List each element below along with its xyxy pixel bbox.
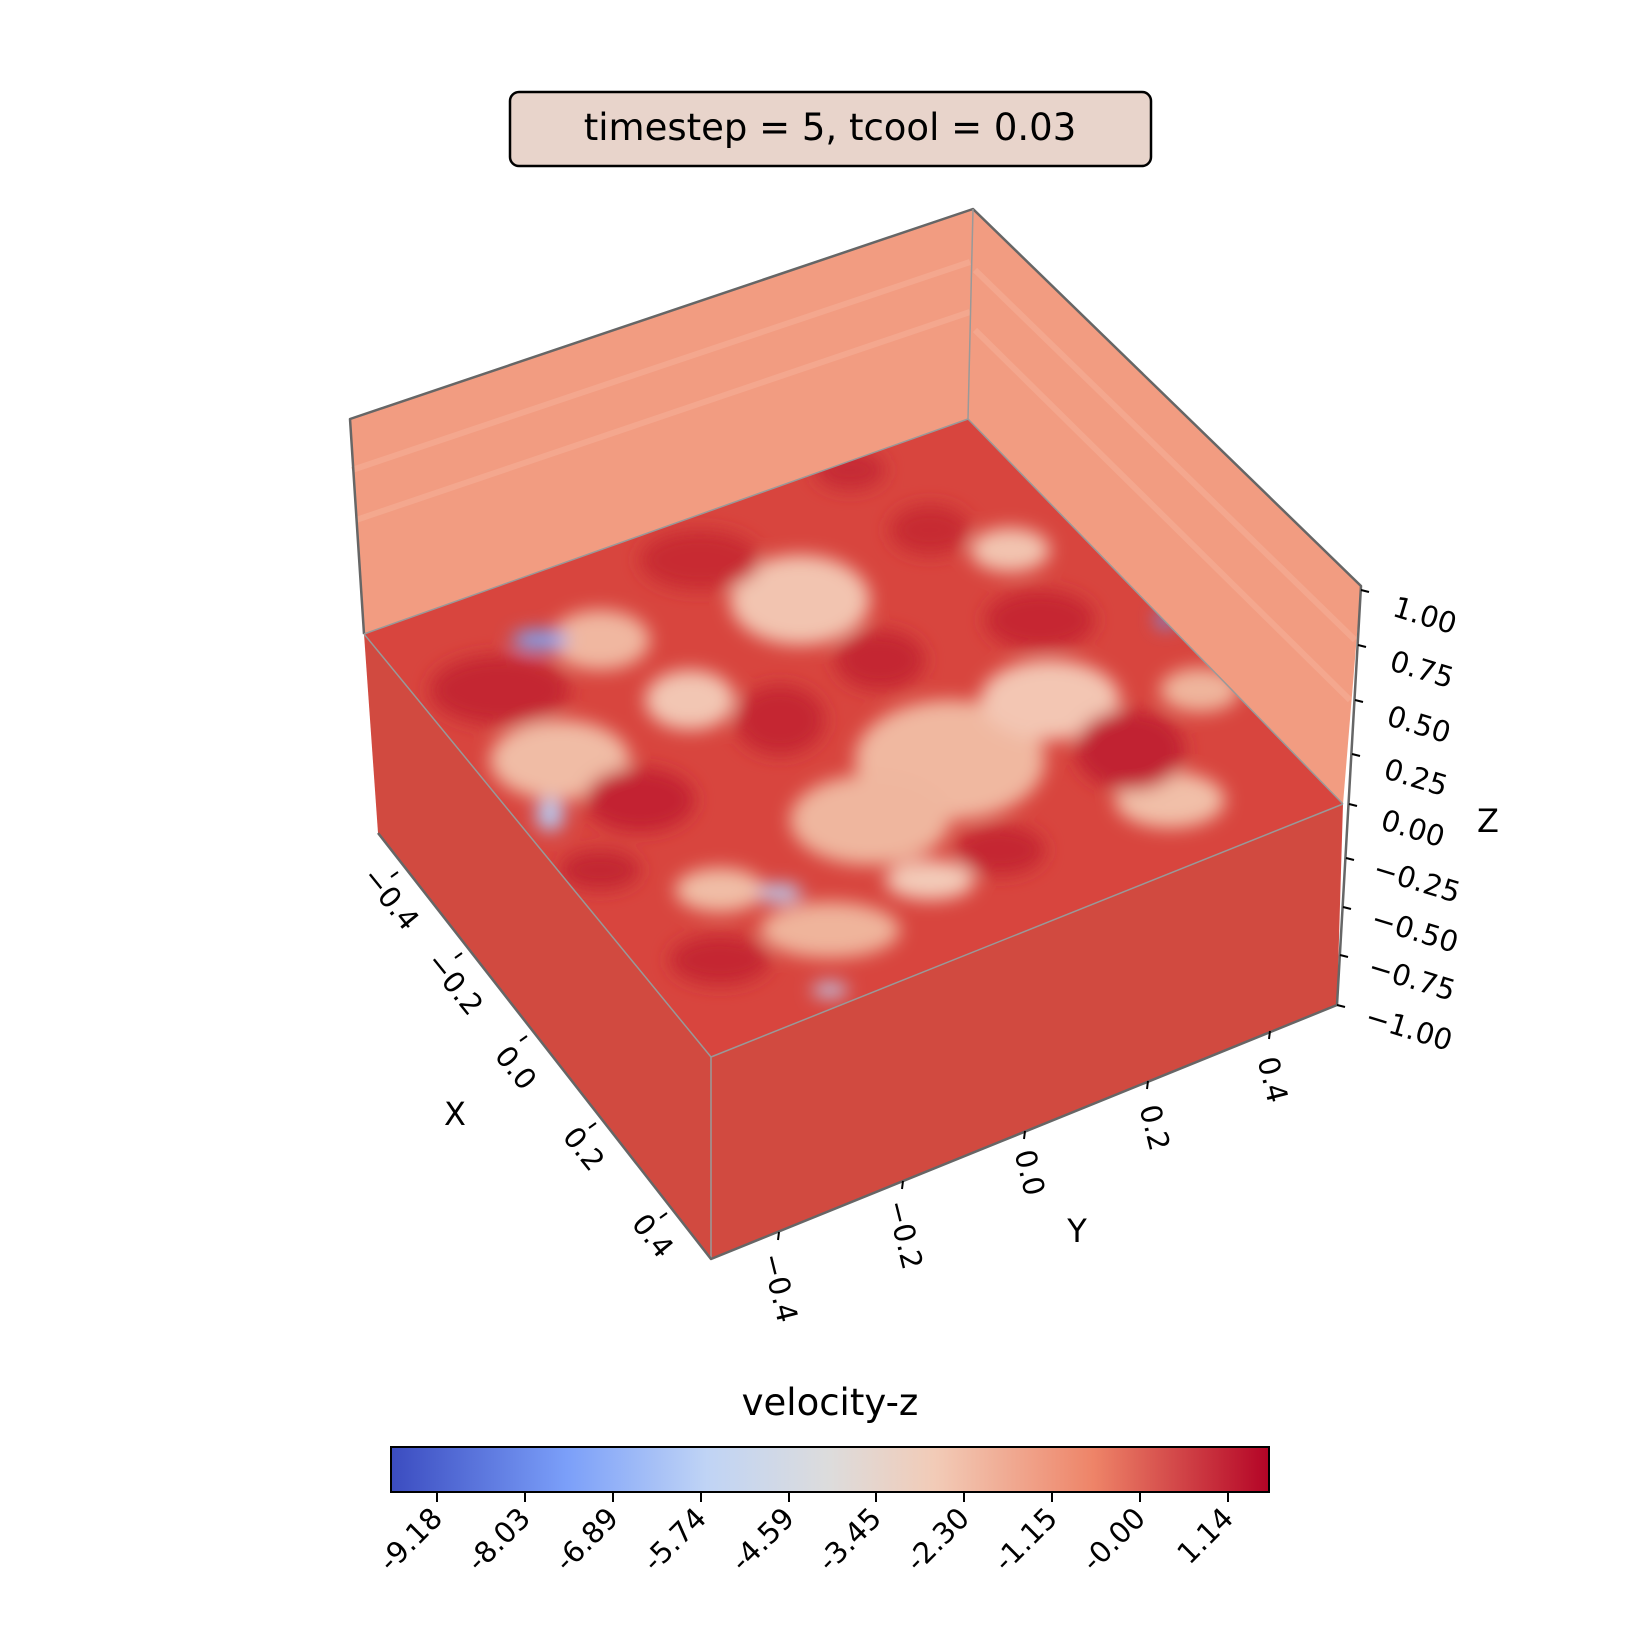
colorbar-tick-label: -5.74: [636, 1501, 713, 1578]
y-axis-label: Y: [1066, 1212, 1087, 1250]
z-tick-marks: [1336, 589, 1370, 1008]
colorbar: velocity-z -9.18 -8.03 -6.89 -5.74 -4.59…: [372, 1381, 1270, 1578]
wall-striations: [351, 259, 1358, 703]
colorbar-tick-label: -1.15: [987, 1501, 1064, 1578]
chart-title: timestep = 5, tcool = 0.03: [584, 106, 1077, 149]
box-edges: [348, 207, 1363, 1261]
colorbar-tick-label: -2.30: [899, 1501, 976, 1578]
z-tick-label: −0.25: [1369, 851, 1464, 909]
x-tick-marks: [390, 871, 668, 1219]
z-tick-label: 1.00: [1389, 590, 1461, 641]
y-tick-label: −0.4: [755, 1249, 805, 1326]
front-right-wall: [711, 804, 1343, 1259]
z-axis: 1.00 0.75 0.50 0.25 0.00 −0.25 −0.50 −0.…: [1336, 589, 1499, 1058]
z-tick-label: 0.50: [1383, 699, 1455, 750]
z-tick-label: −1.00: [1361, 999, 1456, 1057]
x-tick-label: 0.0: [488, 1039, 543, 1096]
colorbar-tick-label: -9.18: [372, 1501, 449, 1578]
colorbar-tick-label: -3.45: [811, 1501, 888, 1578]
colorbar-tick-marks: [436, 1492, 1229, 1502]
colorbar-tick-label: -8.03: [460, 1501, 537, 1578]
title-box: timestep = 5, tcool = 0.03: [508, 90, 1153, 168]
x-tick-label: 0.4: [625, 1207, 680, 1264]
z-tick-label: 0.00: [1377, 803, 1449, 854]
y-tick-label: 0.4: [1251, 1053, 1295, 1106]
colorbar-tick-label: -4.59: [724, 1501, 801, 1578]
top-surface: [364, 419, 1343, 1057]
x-tick-label: 0.2: [556, 1120, 611, 1177]
y-tick-label: −0.2: [880, 1196, 930, 1273]
colorbar-body: [390, 1446, 1270, 1493]
colorbar-tick-label: -6.89: [548, 1501, 625, 1578]
y-tick-marks: [777, 1030, 1271, 1241]
x-axis-label: X: [444, 1095, 466, 1133]
colorbar-tick-label: -0.00: [1075, 1501, 1152, 1578]
plot-3d-box: [348, 207, 1363, 1261]
colorbar-tick-label: 1.14: [1170, 1501, 1240, 1571]
y-tick-label: 0.2: [1133, 1101, 1177, 1154]
z-axis-label: Z: [1477, 802, 1499, 840]
colorbar-label: velocity-z: [742, 1381, 919, 1424]
z-tick-label: 0.25: [1380, 752, 1452, 803]
z-tick-label: 0.75: [1386, 644, 1458, 695]
y-tick-label: 0.0: [1008, 1146, 1052, 1199]
front-left-wall: [364, 634, 711, 1259]
z-tick-label: −0.75: [1364, 949, 1459, 1007]
